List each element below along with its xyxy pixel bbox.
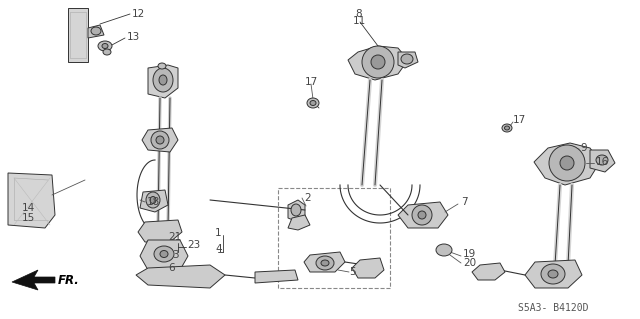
- Polygon shape: [12, 270, 55, 290]
- Ellipse shape: [102, 43, 108, 48]
- Text: 20: 20: [463, 258, 476, 268]
- Polygon shape: [142, 128, 178, 152]
- Ellipse shape: [91, 27, 101, 35]
- Text: 5: 5: [349, 267, 356, 277]
- Polygon shape: [68, 8, 88, 62]
- Ellipse shape: [151, 131, 169, 149]
- Polygon shape: [288, 200, 305, 222]
- Polygon shape: [398, 52, 418, 68]
- Text: 12: 12: [132, 9, 145, 19]
- Polygon shape: [136, 265, 225, 288]
- Text: 18: 18: [147, 197, 160, 207]
- Ellipse shape: [560, 156, 574, 170]
- Polygon shape: [525, 260, 582, 288]
- Polygon shape: [148, 65, 178, 98]
- Polygon shape: [138, 220, 182, 242]
- Text: 3: 3: [172, 250, 179, 260]
- Ellipse shape: [436, 244, 452, 256]
- Ellipse shape: [412, 205, 432, 225]
- Text: 13: 13: [127, 32, 140, 42]
- Text: 14: 14: [22, 203, 35, 213]
- Ellipse shape: [316, 256, 334, 270]
- Text: 23: 23: [187, 240, 200, 250]
- Ellipse shape: [502, 124, 512, 132]
- Ellipse shape: [103, 49, 111, 55]
- Polygon shape: [534, 143, 600, 185]
- Text: 6: 6: [168, 263, 175, 273]
- Ellipse shape: [310, 100, 316, 106]
- Polygon shape: [348, 46, 408, 80]
- Text: 15: 15: [22, 213, 35, 223]
- Ellipse shape: [150, 197, 156, 204]
- Ellipse shape: [504, 126, 509, 130]
- Text: 4: 4: [215, 244, 221, 254]
- Polygon shape: [590, 150, 615, 172]
- Text: 7: 7: [461, 197, 468, 207]
- Ellipse shape: [307, 98, 319, 108]
- Ellipse shape: [596, 155, 608, 165]
- Ellipse shape: [549, 145, 585, 181]
- Polygon shape: [8, 173, 55, 228]
- Ellipse shape: [156, 136, 164, 144]
- Ellipse shape: [371, 55, 385, 69]
- Text: 16: 16: [596, 157, 609, 167]
- Ellipse shape: [98, 41, 112, 51]
- Ellipse shape: [541, 264, 565, 284]
- Ellipse shape: [548, 270, 558, 278]
- Ellipse shape: [291, 204, 301, 216]
- Ellipse shape: [146, 192, 160, 208]
- Text: 8: 8: [356, 9, 362, 19]
- Ellipse shape: [154, 246, 174, 262]
- Ellipse shape: [418, 211, 426, 219]
- Ellipse shape: [321, 260, 329, 266]
- Polygon shape: [472, 263, 505, 280]
- Text: 21: 21: [168, 232, 181, 242]
- Text: FR.: FR.: [58, 273, 80, 286]
- Polygon shape: [398, 202, 448, 228]
- Ellipse shape: [159, 75, 167, 85]
- Text: 11: 11: [353, 16, 365, 26]
- Text: 2: 2: [304, 193, 310, 203]
- Polygon shape: [140, 190, 168, 212]
- Bar: [278, 188, 390, 288]
- Text: 1: 1: [215, 228, 221, 238]
- Ellipse shape: [362, 46, 394, 78]
- Ellipse shape: [160, 250, 168, 257]
- Text: S5A3- B4120D: S5A3- B4120D: [518, 303, 589, 313]
- Text: 9: 9: [580, 143, 587, 153]
- Ellipse shape: [153, 68, 173, 92]
- Polygon shape: [88, 25, 104, 38]
- Polygon shape: [288, 215, 310, 230]
- Text: 17: 17: [305, 77, 318, 87]
- Polygon shape: [352, 258, 384, 278]
- Text: 17: 17: [513, 115, 526, 125]
- Ellipse shape: [401, 54, 413, 64]
- Polygon shape: [304, 252, 345, 272]
- Polygon shape: [255, 270, 298, 283]
- Polygon shape: [140, 240, 188, 270]
- Ellipse shape: [158, 63, 166, 69]
- Text: 19: 19: [463, 249, 476, 259]
